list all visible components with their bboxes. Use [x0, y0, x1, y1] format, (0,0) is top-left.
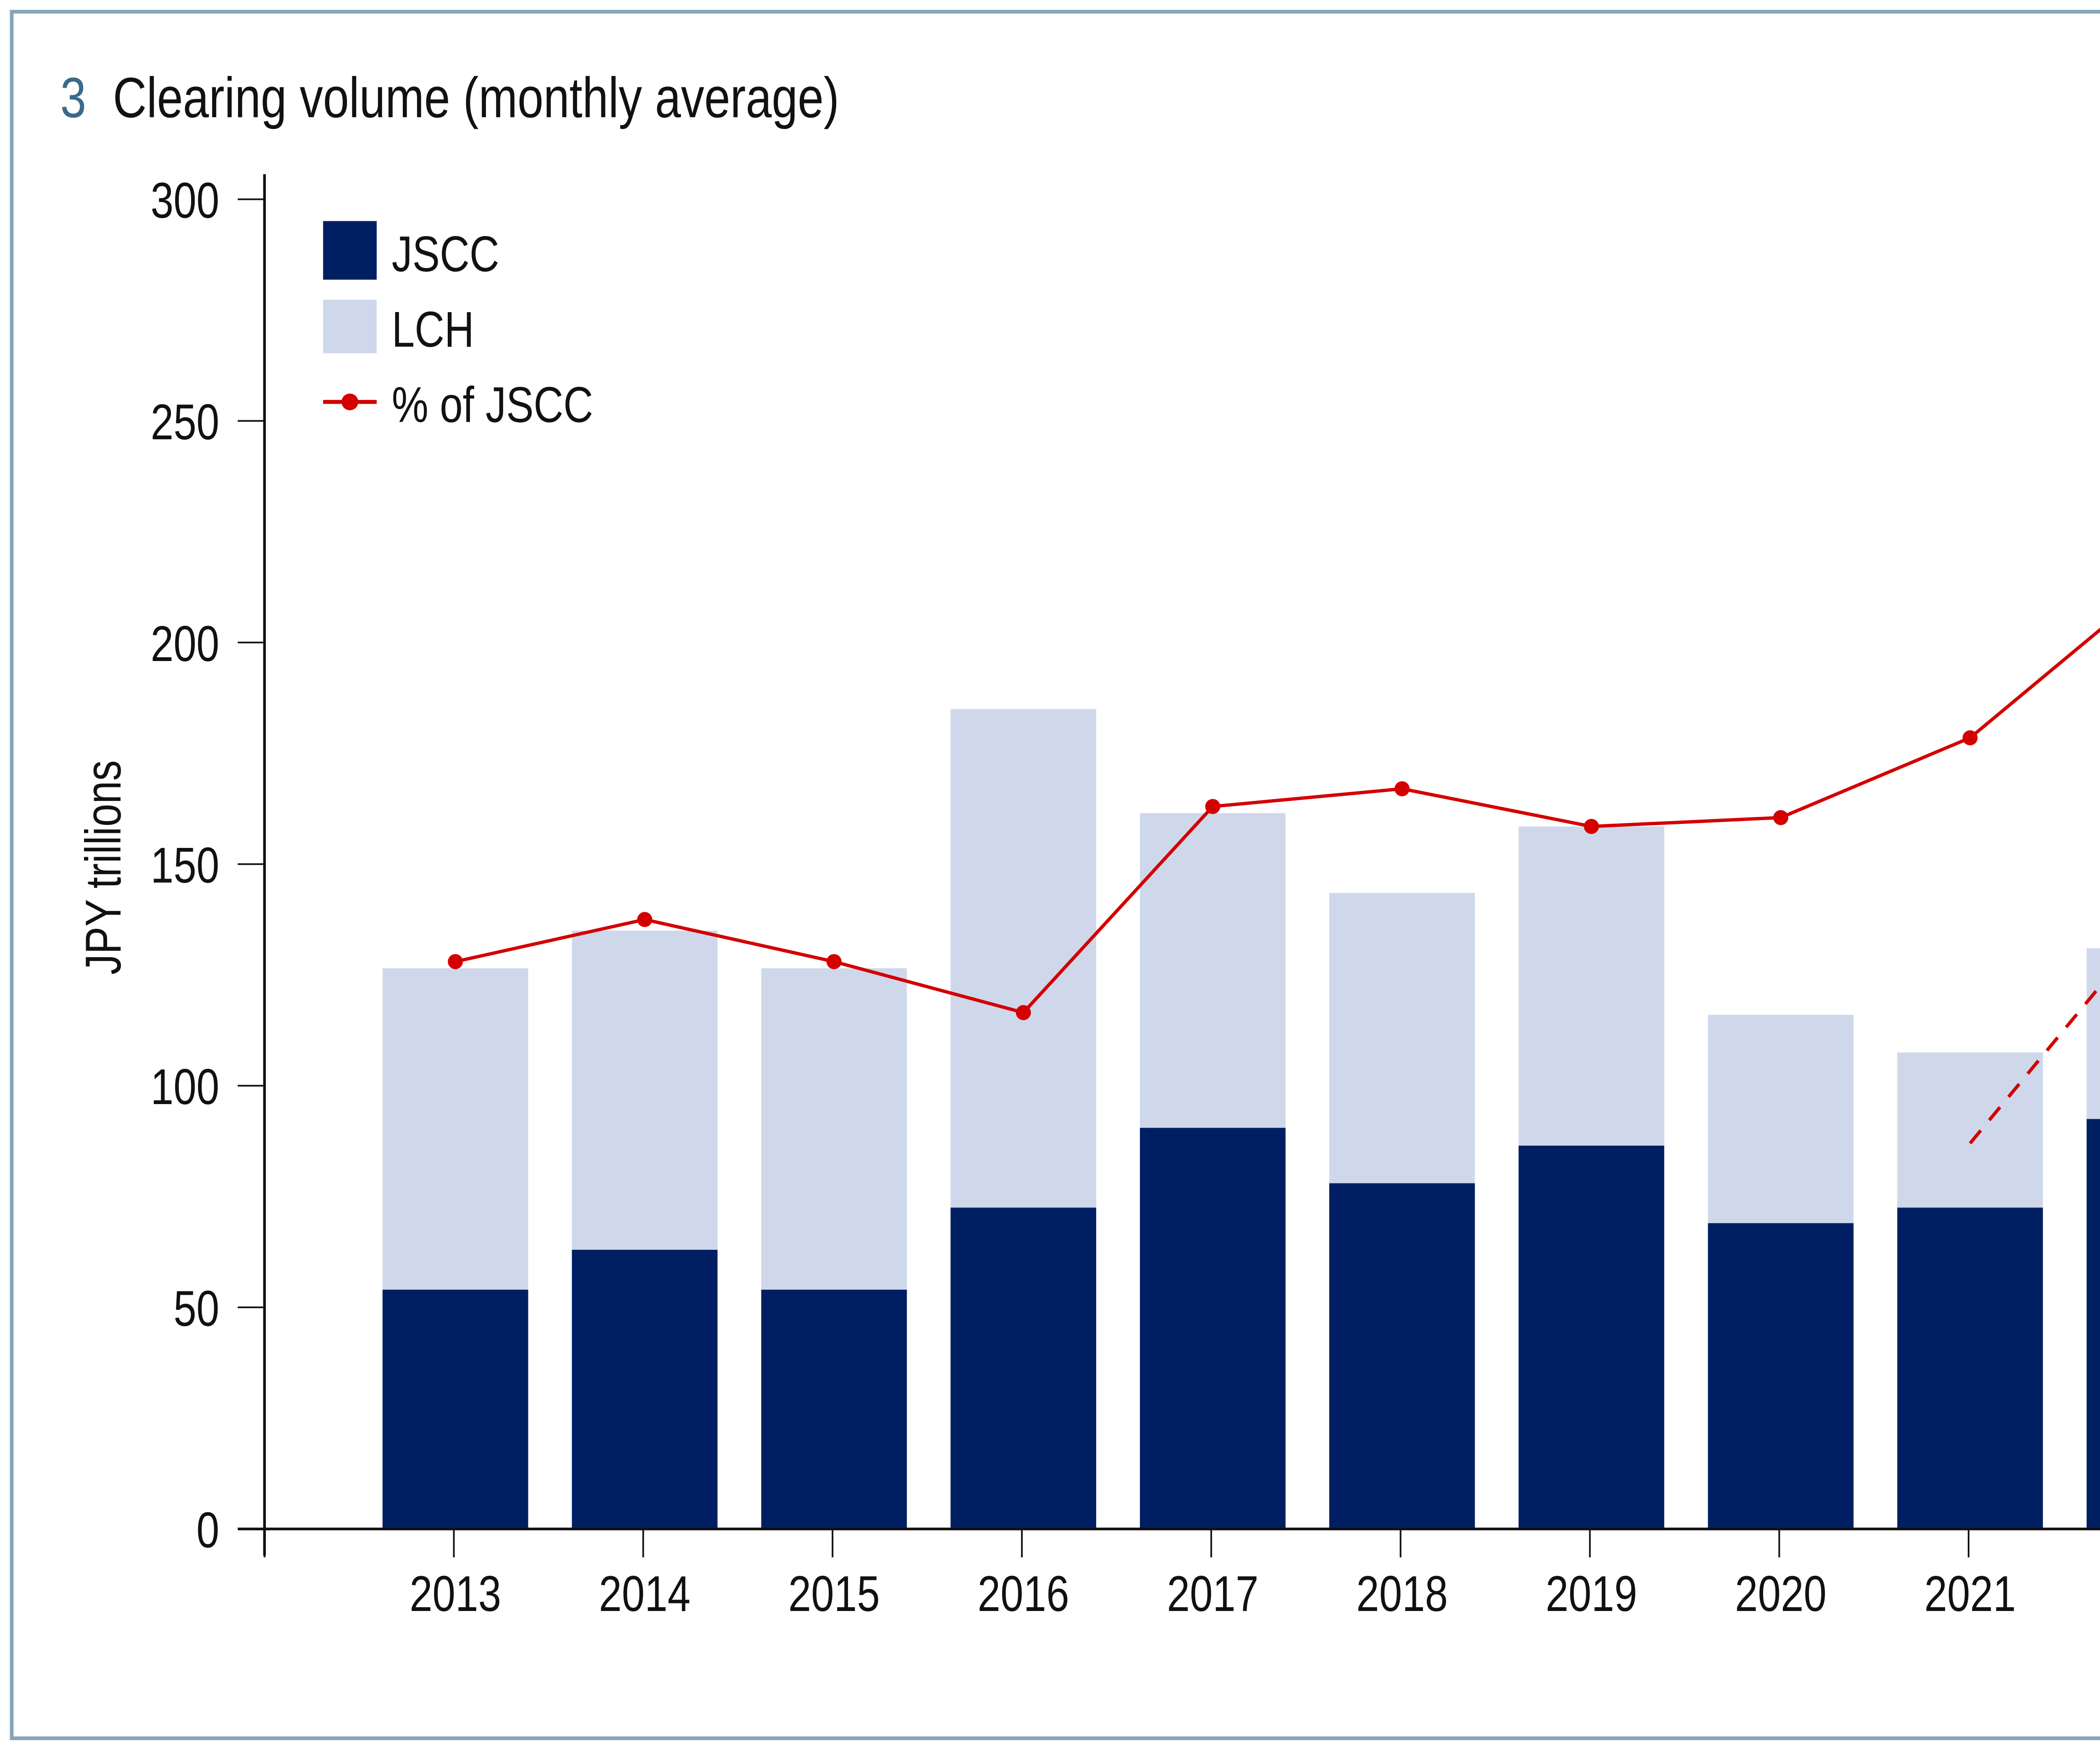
- x-tick-label: 2017: [1167, 1566, 1258, 1622]
- y-tick-label: 100: [151, 1059, 220, 1115]
- legend-label-jscc: JSCC: [392, 226, 499, 282]
- y-tick-label: 150: [151, 837, 220, 893]
- y-axis-title: JPY trillions: [76, 760, 131, 975]
- y-tick-label: 200: [151, 616, 220, 672]
- dashed-arrow-shaft: [1969, 984, 2100, 1145]
- svg-text:3 Clearing volume (month: 3 Clearing volume (monthly average): [60, 66, 839, 130]
- bar-lch-2015: [761, 968, 907, 1290]
- bar-lch-2019: [1518, 826, 1664, 1146]
- chart-title: 3 Clearing volume (monthly average): [60, 66, 839, 130]
- bar-jscc-2017: [1140, 1128, 1286, 1529]
- line-point-2019: [1584, 819, 1599, 834]
- bar-lch-2022: [2087, 948, 2100, 1119]
- bar-lch-2020: [1708, 1015, 1854, 1223]
- line-point-2016: [1016, 1005, 1031, 1021]
- legend-item-lch: LCH: [323, 299, 474, 358]
- bar-jscc-2021: [1897, 1207, 2043, 1529]
- bars: [382, 709, 2100, 1529]
- bar-jscc-2020: [1708, 1223, 1854, 1529]
- bar-lch-2013: [382, 968, 528, 1290]
- x-tick-label: 2018: [1356, 1566, 1448, 1622]
- bar-jscc-2019: [1518, 1145, 1664, 1529]
- bar-lch-2018: [1329, 893, 1475, 1183]
- legend-item-jscc: JSCC: [323, 221, 499, 282]
- bar-jscc-2016: [950, 1207, 1097, 1529]
- x-tick-label: 2014: [599, 1566, 690, 1622]
- legend-label-lch: LCH: [392, 302, 474, 357]
- line-series: [448, 627, 2100, 1021]
- bar-lch-2021: [1897, 1052, 2043, 1208]
- legend: JSCC LCH % of JSCC: [323, 221, 593, 433]
- bar-jscc-2022: [2087, 1119, 2100, 1529]
- x-tick-label: 2013: [410, 1566, 501, 1622]
- line-point-2020: [1773, 810, 1788, 825]
- legend-label-pct-jscc: % of JSCC: [392, 377, 593, 433]
- legend-swatch-lch: [323, 299, 377, 354]
- legend-dot-marker: [341, 394, 358, 410]
- line-point-2014: [637, 912, 652, 927]
- y-tick-label: 0: [197, 1502, 220, 1558]
- x-tick-label: 2016: [978, 1566, 1069, 1622]
- legend-swatch-jscc: [323, 221, 377, 280]
- title-number: 3: [60, 66, 86, 130]
- title-text: Clearing volume (monthly average): [113, 66, 839, 130]
- y-tick-label: 300: [151, 173, 220, 228]
- bar-jscc-2015: [761, 1289, 907, 1529]
- x-tick-label: 2021: [1924, 1566, 2016, 1622]
- bar-jscc-2013: [382, 1289, 528, 1529]
- line-point-2015: [826, 954, 842, 969]
- x-tick-label: 2015: [788, 1566, 880, 1622]
- line-point-2013: [448, 954, 463, 969]
- line-point-2017: [1205, 799, 1221, 814]
- bar-lch-2017: [1140, 813, 1286, 1128]
- line-point-2021: [1962, 730, 1978, 745]
- y-tick-label: 250: [151, 394, 220, 450]
- y-axis-ticks: 0 50 100 150 200 250 300: [151, 173, 265, 1558]
- y-tick-label: 50: [173, 1281, 219, 1337]
- line-point-2018: [1394, 781, 1410, 797]
- x-tick-label: 2019: [1546, 1566, 1637, 1622]
- bar-jscc-2018: [1329, 1183, 1475, 1529]
- bar-lch-2014: [572, 930, 718, 1250]
- x-tick-label: 2020: [1735, 1566, 1827, 1622]
- trend-annotation: [1969, 984, 2100, 1145]
- legend-item-pct-jscc: % of JSCC: [323, 377, 593, 433]
- x-axis-ticks: 2013201420152016201720182019202020212022…: [263, 1529, 2016, 1622]
- bar-jscc-2014: [572, 1249, 718, 1529]
